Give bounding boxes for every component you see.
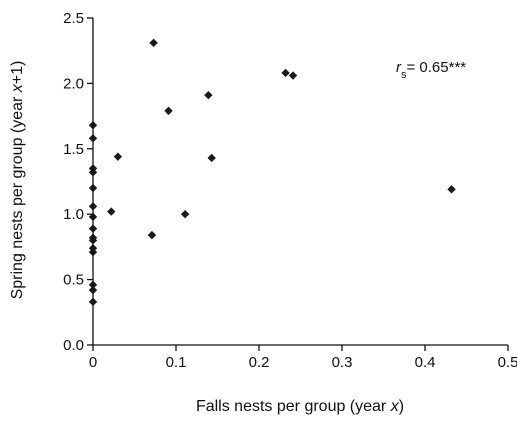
data-point (164, 106, 173, 116)
data-point (281, 68, 290, 78)
y-tick-label: 2.0 (63, 75, 84, 92)
data-point (149, 38, 158, 48)
x-tick-label: 0.5 (498, 354, 517, 371)
x-tick-label: 0.1 (166, 354, 187, 371)
x-tick-label: 0.3 (332, 354, 353, 371)
y-tick-label: 0.5 (63, 272, 84, 289)
y-tick-label: 1.5 (63, 141, 84, 158)
y-tick-label: 1.0 (63, 206, 84, 223)
correlation-annotation: rs= 0.65*** (396, 59, 466, 81)
data-point (204, 90, 213, 100)
data-point (147, 230, 157, 240)
x-tick-label: 0.2 (249, 354, 270, 371)
x-tick-label: 0.4 (415, 354, 436, 371)
data-point (447, 185, 456, 194)
data-point (180, 210, 190, 219)
data-point (207, 153, 216, 163)
axes-layer: 0.0 0.5 1.0 1.5 2.0 2.5 0 0.1 0.2 0.3 0.4 0.5 (63, 10, 517, 371)
y-tick-label: 0.0 (63, 337, 84, 354)
x-axis-title: Falls nests per group (year x) (196, 398, 404, 415)
data-point (107, 207, 116, 216)
x-tick-label: 0 (89, 354, 97, 371)
data-point (113, 152, 123, 161)
data-point (288, 71, 298, 80)
y-axis-title: Spring nests per group (year x+1) (9, 61, 26, 300)
y-tick-label: 2.5 (63, 10, 84, 27)
